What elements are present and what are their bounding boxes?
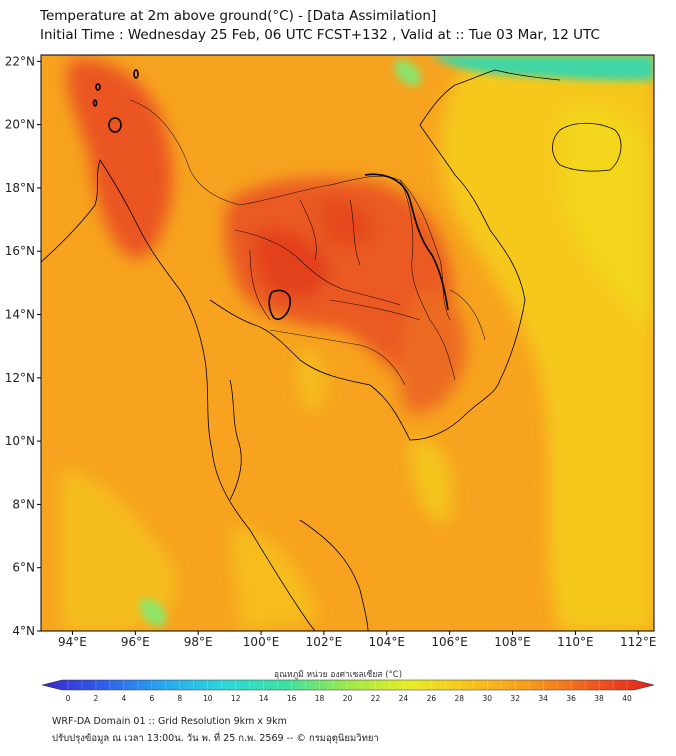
footer-domain-info: WRF-DA Domain 01 :: Grid Resolution 9km … (52, 716, 287, 727)
lat-tick-label: 20°N (5, 118, 35, 132)
lon-tick-label: 94°E (58, 635, 87, 649)
colorbar-tick-label: 16 (287, 694, 297, 703)
coastlines (41, 69, 622, 631)
map-subtitle: Initial Time : Wednesday 25 Feb, 06 UTC … (40, 27, 600, 43)
lat-tick-label: 12°N (5, 371, 35, 385)
lon-tick-label: 104°E (369, 635, 406, 649)
longitude-axis: 94°E 96°E 98°E 100°E 102°E 104°E 106°E 108°E 110… (58, 631, 657, 649)
lon-tick-label: 102°E (306, 635, 343, 649)
colorbar-tick-label: 28 (455, 694, 465, 703)
colorbar: 0 2 4 6 8 10 12 14 16 18 20 22 24 26 28 30 32 34 36 38 40 (41, 679, 655, 703)
map-title: Temperature at 2m above ground(°C) - [Da… (40, 8, 437, 24)
colorbar-tick-label: 24 (399, 694, 409, 703)
lat-tick-label: 4°N (12, 624, 35, 638)
lon-tick-label: 96°E (121, 635, 150, 649)
colorbar-tick-label: 10 (203, 694, 213, 703)
colorbar-tick-label: 26 (427, 694, 437, 703)
colorbar-tick-label: 22 (371, 694, 381, 703)
field-hot-areas (67, 59, 466, 413)
lat-tick-label: 16°N (5, 244, 35, 258)
lat-tick-label: 14°N (5, 308, 35, 322)
colorbar-tick-label: 14 (259, 694, 269, 703)
colorbar-title: อุณหภูมิ หน่วย องศาเซลเซียส (°C) (273, 670, 403, 680)
colorbar-tick-label: 2 (94, 694, 99, 703)
highlighted-contour (92, 69, 449, 320)
colorbar-ticks: 0 2 4 6 8 10 12 14 16 18 20 22 24 26 28 30 32 34 36 38 40 (66, 680, 632, 703)
temperature-field (41, 55, 654, 631)
field-cool-areas (139, 55, 654, 626)
colorbar-tick-label: 20 (343, 694, 353, 703)
colorbar-tick-label: 36 (566, 694, 576, 703)
colorbar-tick-label: 38 (594, 694, 604, 703)
lat-tick-label: 18°N (5, 181, 35, 195)
lon-tick-label: 106°E (431, 635, 468, 649)
colorbar-tick-label: 4 (122, 694, 127, 703)
lon-tick-label: 108°E (494, 635, 531, 649)
lat-tick-label: 22°N (5, 54, 35, 68)
lon-tick-label: 110°E (557, 635, 594, 649)
lon-tick-label: 98°E (184, 635, 213, 649)
colorbar-tick-label: 30 (482, 694, 492, 703)
colorbar-tick-label: 12 (231, 694, 241, 703)
colorbar-tick-label: 32 (510, 694, 520, 703)
lon-tick-label: 100°E (243, 635, 280, 649)
country-borders (129, 99, 486, 386)
colorbar-tick-label: 34 (538, 694, 548, 703)
lat-tick-label: 6°N (12, 561, 35, 575)
colorbar-bar (41, 679, 655, 691)
colorbar-tick-label: 40 (622, 694, 632, 703)
colorbar-tick-label: 18 (315, 694, 325, 703)
footer-update-info: ปรับปรุงข้อมูล ณ เวลา 13:00น. วัน พ. ที่… (52, 733, 379, 744)
lon-tick-label: 112°E (620, 635, 657, 649)
latitude-axis: 22°N 20°N 18°N 16°N 14°N 12°N 10°N 8°N 6°N 4°N (5, 54, 41, 638)
lat-tick-label: 8°N (12, 497, 35, 511)
map-frame (40, 54, 655, 632)
colorbar-tick-label: 0 (66, 694, 71, 703)
colorbar-tick-label: 8 (177, 694, 182, 703)
lat-tick-label: 10°N (5, 434, 35, 448)
colorbar-tick-label: 6 (149, 694, 154, 703)
